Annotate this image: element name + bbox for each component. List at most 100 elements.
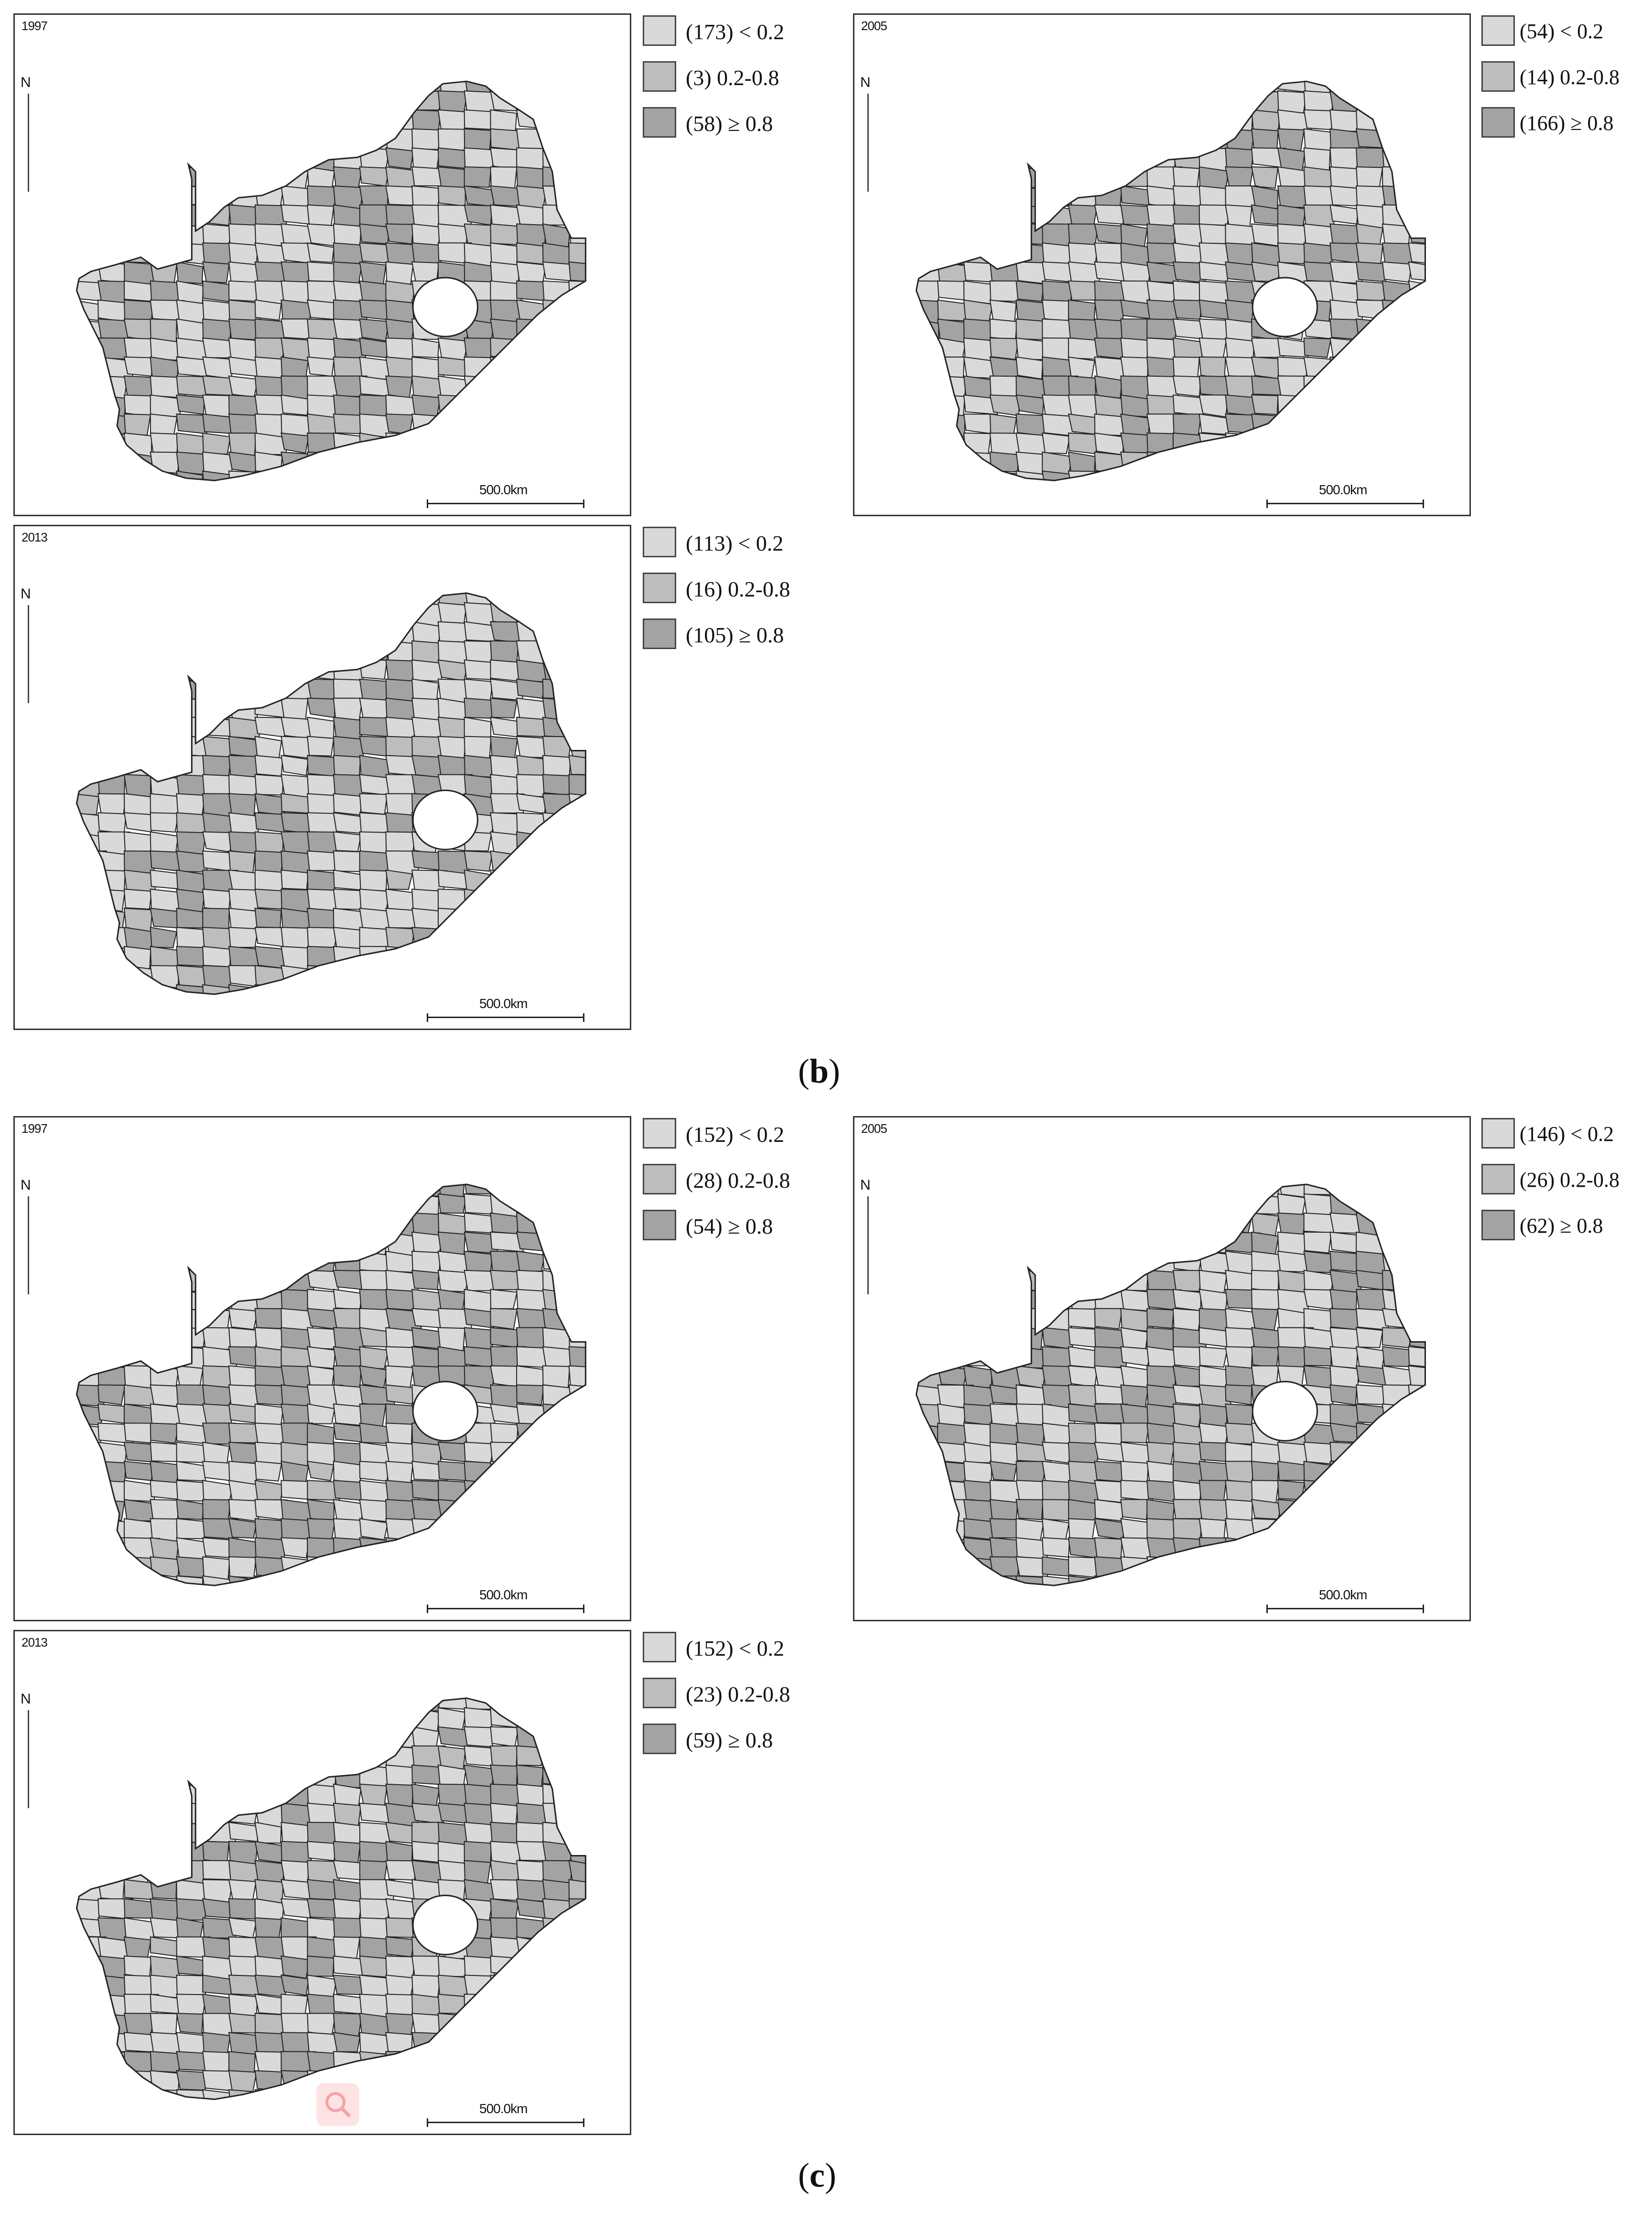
map-region (76, 356, 101, 381)
map-region (542, 451, 572, 478)
map-region (1408, 451, 1425, 474)
map-region (1015, 128, 1046, 151)
map-region (76, 223, 104, 246)
map-region (385, 1707, 419, 1731)
map-region (595, 1898, 627, 1920)
map-region (595, 243, 622, 265)
country-outline (76, 592, 586, 995)
map-region (1408, 185, 1425, 209)
map-region (228, 1184, 258, 1200)
map-region (916, 1231, 942, 1253)
lesotho-enclave (1252, 277, 1318, 337)
map-region (307, 1403, 335, 1424)
map-region (176, 470, 204, 481)
map-region (1068, 223, 1099, 246)
map-region (176, 147, 209, 171)
map-region (1408, 1269, 1425, 1293)
map-region (1435, 110, 1465, 130)
map-region (1355, 1403, 1385, 1424)
map-region (516, 90, 547, 112)
map-region (176, 1556, 206, 1578)
map-region (595, 300, 622, 319)
map-region (176, 602, 210, 628)
map-region (937, 185, 966, 212)
map-region (359, 716, 391, 738)
map-region (516, 1994, 549, 2016)
map-region (568, 1745, 586, 1771)
map-region (97, 1707, 132, 1730)
map-region (1408, 1442, 1425, 1468)
map-region (1329, 432, 1364, 455)
legend-swatch (1481, 1210, 1515, 1240)
map-region (1199, 1575, 1230, 1586)
map-region (1382, 1556, 1412, 1580)
map-region (97, 470, 132, 481)
map-region (1277, 356, 1308, 377)
map-region (542, 946, 578, 967)
map-year-label: 2013 (22, 530, 48, 544)
map-region (1094, 166, 1122, 187)
map-region (1146, 109, 1183, 130)
map-region (281, 1707, 316, 1731)
map-b-2013: 2013 N 500.0km (13, 525, 631, 1030)
map-region (1042, 1269, 1072, 1297)
map-region (595, 205, 630, 229)
map-region (1435, 1442, 1467, 1467)
map-region (202, 908, 230, 931)
map-region (963, 1289, 999, 1311)
map-region (1277, 1518, 1309, 1543)
map-region (595, 167, 628, 188)
map-region (542, 394, 570, 421)
map-region (281, 147, 312, 174)
legend-swatch (643, 573, 676, 603)
map-region (1068, 1327, 1098, 1348)
map-region (123, 318, 154, 341)
search-icon[interactable] (316, 2083, 359, 2126)
map-region (937, 1250, 972, 1274)
map-region (202, 1575, 232, 1586)
map-region (542, 337, 572, 360)
map-region (359, 1726, 388, 1751)
map-region (123, 185, 155, 206)
map-region (281, 451, 310, 474)
map-region (1146, 1212, 1183, 1238)
map-region (254, 1783, 289, 1805)
map-region (150, 1308, 179, 1333)
map-region (568, 1556, 586, 1581)
map-region (1408, 356, 1425, 380)
map-region (359, 109, 389, 130)
map-region (1041, 470, 1077, 481)
map-region (333, 1745, 361, 1772)
map-region (1303, 394, 1339, 416)
map-region (490, 869, 520, 891)
map-region (123, 984, 156, 995)
map-region (568, 755, 586, 776)
map-region (228, 678, 261, 699)
map-region (254, 1269, 285, 1291)
map-region (1015, 261, 1047, 284)
map-region (97, 1745, 132, 1771)
map-region (123, 697, 152, 719)
map-region (228, 1783, 265, 1806)
map-region (333, 90, 362, 113)
map-region (542, 2032, 574, 2052)
map-region (97, 451, 126, 477)
map-region (464, 2070, 500, 2091)
map-region (516, 593, 551, 604)
map-region (937, 1556, 970, 1579)
map-region (1408, 204, 1425, 225)
map-region (76, 869, 106, 895)
map-region (333, 128, 362, 151)
map-region (411, 337, 440, 358)
map-region (76, 375, 106, 401)
map-region (254, 621, 290, 648)
map-region (97, 716, 128, 739)
map-region (595, 985, 628, 1007)
map-region (359, 736, 390, 757)
map-region (1094, 1499, 1123, 1522)
map-region (963, 1403, 994, 1426)
legend-swatch (643, 1164, 676, 1194)
map-region (150, 1726, 185, 1748)
map-region (359, 1698, 387, 1711)
map-region (123, 1841, 156, 1865)
